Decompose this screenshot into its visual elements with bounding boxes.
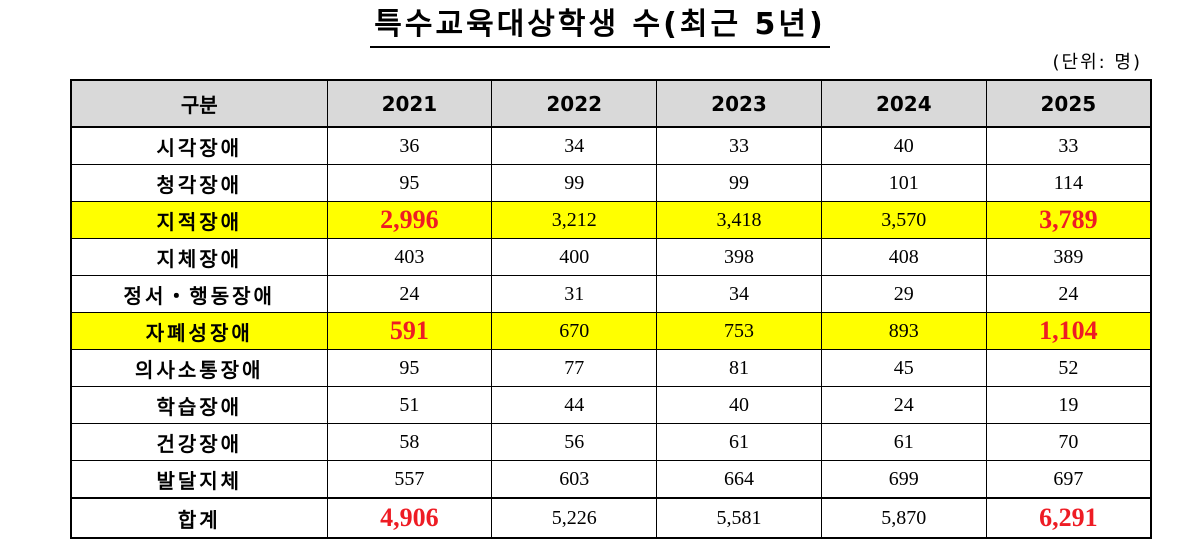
row-category: 자폐성장애 xyxy=(70,312,328,350)
stats-table: 구분 2021 2022 2023 2024 2025 시각장애 36 34 3… xyxy=(70,79,1152,539)
table-cell: 33 xyxy=(656,126,822,165)
row-category: 발달지체 xyxy=(70,460,328,499)
emphasized-cell: 1,104 xyxy=(985,312,1152,350)
table-cell: 99 xyxy=(656,164,822,202)
table-cell: 24 xyxy=(326,275,493,313)
table-cell: 753 xyxy=(656,312,822,350)
table-cell: 403 xyxy=(326,238,493,276)
row-category: 지체장애 xyxy=(70,238,328,276)
row-category: 지적장애 xyxy=(70,201,328,239)
table-cell: 5,226 xyxy=(491,497,658,539)
header-row: 구분 2021 2022 2023 2024 2025 xyxy=(70,79,1152,128)
row-category: 정서・행동장애 xyxy=(70,275,328,313)
emphasized-cell: 4,906 xyxy=(326,497,493,539)
table-cell: 40 xyxy=(656,386,822,424)
highlighted-row: 자폐성장애 591 670 753 893 1,104 xyxy=(70,312,1152,350)
header-year: 2025 xyxy=(985,79,1152,128)
table-cell: 58 xyxy=(326,423,493,461)
table-cell: 95 xyxy=(326,164,493,202)
highlighted-row: 지적장애 2,996 3,212 3,418 3,570 3,789 xyxy=(70,201,1152,239)
table-cell: 400 xyxy=(491,238,658,276)
row-category: 청각장애 xyxy=(70,164,328,202)
table-cell: 31 xyxy=(491,275,658,313)
header-year: 2023 xyxy=(656,79,822,128)
table-cell: 99 xyxy=(491,164,658,202)
emphasized-cell: 3,789 xyxy=(985,201,1152,239)
table-row: 정서・행동장애 24 31 34 29 24 xyxy=(70,275,1152,313)
total-row: 합계 4,906 5,226 5,581 5,870 6,291 xyxy=(70,497,1152,539)
table-cell: 81 xyxy=(656,349,822,387)
table-cell: 77 xyxy=(491,349,658,387)
page-title: 특수교육대상학생 수(최근 5년) xyxy=(0,6,1200,48)
table-cell: 52 xyxy=(985,349,1152,387)
table-cell: 61 xyxy=(820,423,987,461)
table-cell: 3,212 xyxy=(491,201,658,239)
table-cell: 5,870 xyxy=(820,497,987,539)
table-cell: 29 xyxy=(820,275,987,313)
table-cell: 19 xyxy=(985,386,1152,424)
table-cell: 398 xyxy=(656,238,822,276)
table-cell: 697 xyxy=(985,460,1152,499)
row-category: 건강장애 xyxy=(70,423,328,461)
table-cell: 557 xyxy=(326,460,493,499)
row-category: 시각장애 xyxy=(70,126,328,165)
table-row: 시각장애 36 34 33 40 33 xyxy=(70,126,1152,165)
header-category: 구분 xyxy=(70,79,328,128)
table-cell: 389 xyxy=(985,238,1152,276)
table-cell: 61 xyxy=(656,423,822,461)
table-cell: 114 xyxy=(985,164,1152,202)
row-category: 학습장애 xyxy=(70,386,328,424)
table-cell: 44 xyxy=(491,386,658,424)
table-row: 발달지체 557 603 664 699 697 xyxy=(70,460,1152,499)
table-cell: 34 xyxy=(656,275,822,313)
emphasized-cell: 2,996 xyxy=(326,201,493,239)
table-cell: 5,581 xyxy=(656,497,822,539)
emphasized-cell: 6,291 xyxy=(985,497,1152,539)
table-cell: 3,570 xyxy=(820,201,987,239)
table-row: 건강장애 58 56 61 61 70 xyxy=(70,423,1152,461)
header-year: 2021 xyxy=(326,79,493,128)
table-cell: 24 xyxy=(985,275,1152,313)
table-cell: 670 xyxy=(491,312,658,350)
table-cell: 408 xyxy=(820,238,987,276)
table-cell: 40 xyxy=(820,126,987,165)
table-cell: 45 xyxy=(820,349,987,387)
row-category: 의사소통장애 xyxy=(70,349,328,387)
table-cell: 699 xyxy=(820,460,987,499)
table-cell: 34 xyxy=(491,126,658,165)
table-row: 의사소통장애 95 77 81 45 52 xyxy=(70,349,1152,387)
table-cell: 664 xyxy=(656,460,822,499)
table-cell: 70 xyxy=(985,423,1152,461)
page-title-text: 특수교육대상학생 수(최근 5년) xyxy=(370,6,830,48)
table-cell: 56 xyxy=(491,423,658,461)
row-category: 합계 xyxy=(70,497,328,539)
table-cell: 893 xyxy=(820,312,987,350)
table-cell: 3,418 xyxy=(656,201,822,239)
header-year: 2024 xyxy=(820,79,987,128)
table-cell: 101 xyxy=(820,164,987,202)
emphasized-cell: 591 xyxy=(326,312,493,350)
table-row: 지체장애 403 400 398 408 389 xyxy=(70,238,1152,276)
table-cell: 51 xyxy=(326,386,493,424)
table-cell: 24 xyxy=(820,386,987,424)
header-year: 2022 xyxy=(491,79,658,128)
table-cell: 95 xyxy=(326,349,493,387)
unit-label: (단위: 명) xyxy=(1052,52,1142,73)
table-row: 학습장애 51 44 40 24 19 xyxy=(70,386,1152,424)
table-cell: 33 xyxy=(985,126,1152,165)
table-row: 청각장애 95 99 99 101 114 xyxy=(70,164,1152,202)
table-cell: 36 xyxy=(326,126,493,165)
table-cell: 603 xyxy=(491,460,658,499)
